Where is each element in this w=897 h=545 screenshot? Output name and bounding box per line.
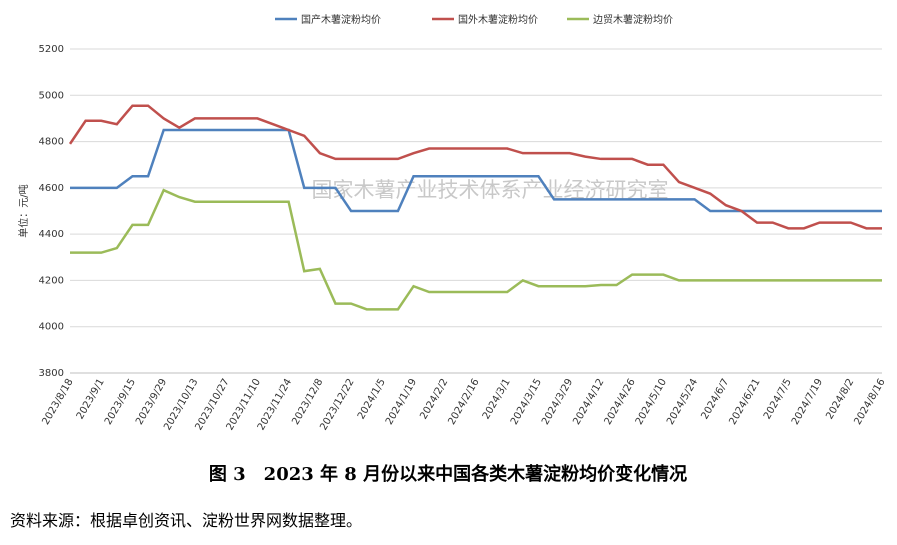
y-tick-label: 5000 [39,90,64,101]
x-tick-label: 2024/8/16 [852,377,887,427]
x-tick-label: 2023/12/8 [290,377,325,427]
x-tick-label: 2024/3/1 [481,377,513,421]
series-line [70,128,882,213]
x-tick-label: 2024/4/26 [603,377,638,427]
y-tick-label: 4000 [39,322,64,333]
x-tick-label: 2023/9/1 [75,377,107,421]
series-line [68,104,882,230]
x-tick-label: 2024/1/19 [384,377,419,427]
x-tick-label: 2023/9/29 [134,377,169,427]
x-tick-label: 2023/12/22 [318,377,356,432]
x-tick-label: 2023/8/18 [40,377,75,427]
legend-label: 国外木薯淀粉均价 [458,13,538,26]
legend-label: 边贸木薯淀粉均价 [593,13,673,26]
x-tick-label: 2024/7/5 [762,377,794,421]
source: 资料来源：根据卓创资讯、淀粉世界网数据整理。 [10,511,362,530]
y-tick-label: 4800 [39,137,64,148]
x-tick-label: 2024/5/10 [634,377,669,427]
x-tick-label: 2024/7/19 [790,377,825,427]
y-tick-label: 3800 [39,368,64,379]
y-tick-label: 4600 [39,183,64,194]
caption: 图 3 2023 年 8 月份以来中国各类木薯淀粉均价变化情况 [209,463,687,485]
x-tick-label: 2024/3/15 [509,377,544,427]
y-axis-label: 单位：元/吨 [17,184,30,237]
x-tick-label: 2024/6/21 [728,377,763,427]
x-tick-label: 2024/8/2 [824,377,856,421]
x-tick-label: 2024/5/24 [665,377,700,427]
x-tick-label: 2024/1/5 [356,377,388,421]
y-tick-label: 4400 [39,229,64,240]
x-tick-label: 2024/3/29 [540,377,575,427]
y-tick-label: 5200 [39,44,64,55]
x-tick-label: 2024/2/16 [446,377,481,427]
x-tick-label: 2023/11/24 [256,377,294,432]
series-line [70,188,882,311]
watermark: 国家木薯产业技术体系产业经济研究室 [312,178,669,202]
x-tick-label: 2023/9/15 [103,377,138,427]
x-tick-label: 2024/2/2 [418,377,450,421]
legend-label: 国产木薯淀粉均价 [301,13,381,26]
x-tick-label: 2024/6/7 [699,377,731,421]
x-tick-label: 2024/4/12 [571,377,606,427]
y-tick-label: 4200 [39,275,64,286]
